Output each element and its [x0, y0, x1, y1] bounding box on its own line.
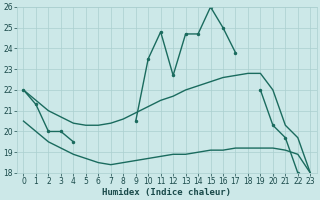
X-axis label: Humidex (Indice chaleur): Humidex (Indice chaleur)	[102, 188, 231, 197]
